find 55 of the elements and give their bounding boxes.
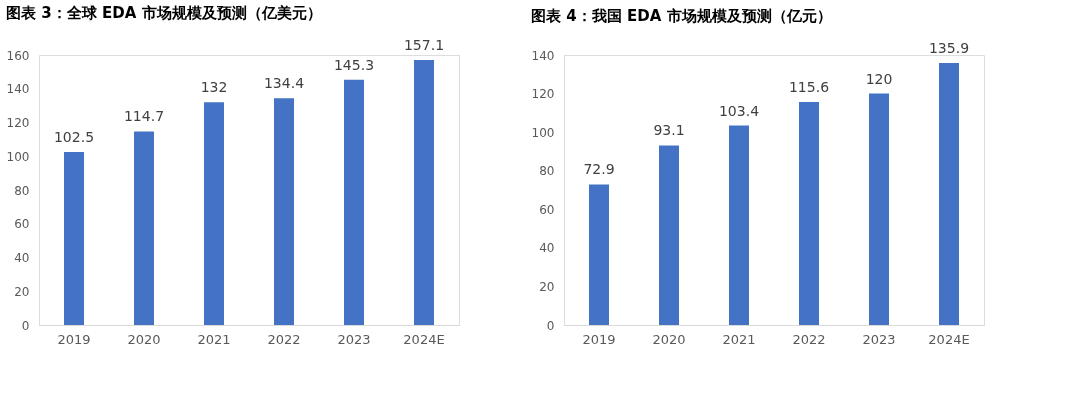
y-tick-label: 80: [14, 183, 30, 198]
data-label: 72.9: [583, 161, 615, 178]
y-tick-label: 100: [531, 125, 555, 140]
x-tick-label: 2020: [127, 331, 161, 347]
x-tick-label: 2022: [267, 331, 301, 347]
y-tick-label: 40: [14, 251, 30, 265]
y-tick-label: 20: [539, 279, 555, 294]
x-tick-label: 2019: [57, 331, 91, 347]
y-tick-label: 0: [21, 318, 30, 333]
y-tick-label: 120: [6, 116, 30, 130]
bar: [134, 131, 154, 325]
data-label: 132: [200, 79, 228, 96]
x-tick-label: 2022: [792, 331, 826, 347]
bar: [589, 184, 609, 325]
data-label: 102.5: [53, 129, 95, 146]
bar: [729, 125, 749, 325]
x-tick-label: 2021: [722, 331, 756, 347]
data-label: 120: [865, 70, 893, 87]
data-label: 114.7: [123, 108, 165, 125]
bar: [414, 59, 434, 325]
bar: [799, 102, 819, 325]
data-label: 157.1: [403, 36, 445, 53]
chart-title: 图表 4：我国 EDA 市场规模及预测（亿元）: [531, 6, 832, 25]
bar: [939, 62, 959, 325]
chart-title: 图表 3：全球 EDA 市场规模及预测（亿美元）: [6, 3, 322, 22]
x-tick-label: 2019: [582, 331, 616, 347]
y-tick-label: 160: [6, 48, 30, 63]
y-tick-label: 60: [539, 202, 555, 217]
bar: [344, 79, 364, 325]
data-label: 145.3: [333, 56, 375, 73]
y-tick-label: 20: [14, 284, 30, 299]
bar: [274, 98, 294, 325]
bar: [659, 145, 679, 325]
x-tick-label: 2023: [337, 331, 371, 347]
data-label: 93.1: [653, 122, 685, 139]
bar: [869, 93, 889, 325]
y-tick-label: 140: [531, 48, 555, 63]
y-tick-label: 140: [6, 82, 30, 97]
x-tick-label: 2024E: [403, 331, 445, 347]
data-label: 103.4: [718, 102, 760, 119]
x-tick-label: 2023: [862, 331, 896, 347]
y-tick-label: 100: [6, 149, 30, 164]
data-label: 135.9: [928, 39, 970, 56]
y-tick-label: 40: [539, 241, 555, 256]
y-tick-label: 80: [539, 164, 555, 179]
y-tick-label: 120: [531, 87, 555, 102]
bar: [204, 102, 224, 325]
y-tick-label: 60: [14, 217, 30, 232]
data-label: 134.4: [263, 75, 305, 92]
x-tick-label: 2024E: [928, 331, 970, 347]
x-tick-label: 2020: [652, 331, 686, 347]
x-tick-label: 2021: [197, 331, 231, 347]
data-label: 115.6: [788, 79, 830, 96]
bar: [64, 152, 84, 325]
y-tick-label: 0: [546, 318, 555, 333]
